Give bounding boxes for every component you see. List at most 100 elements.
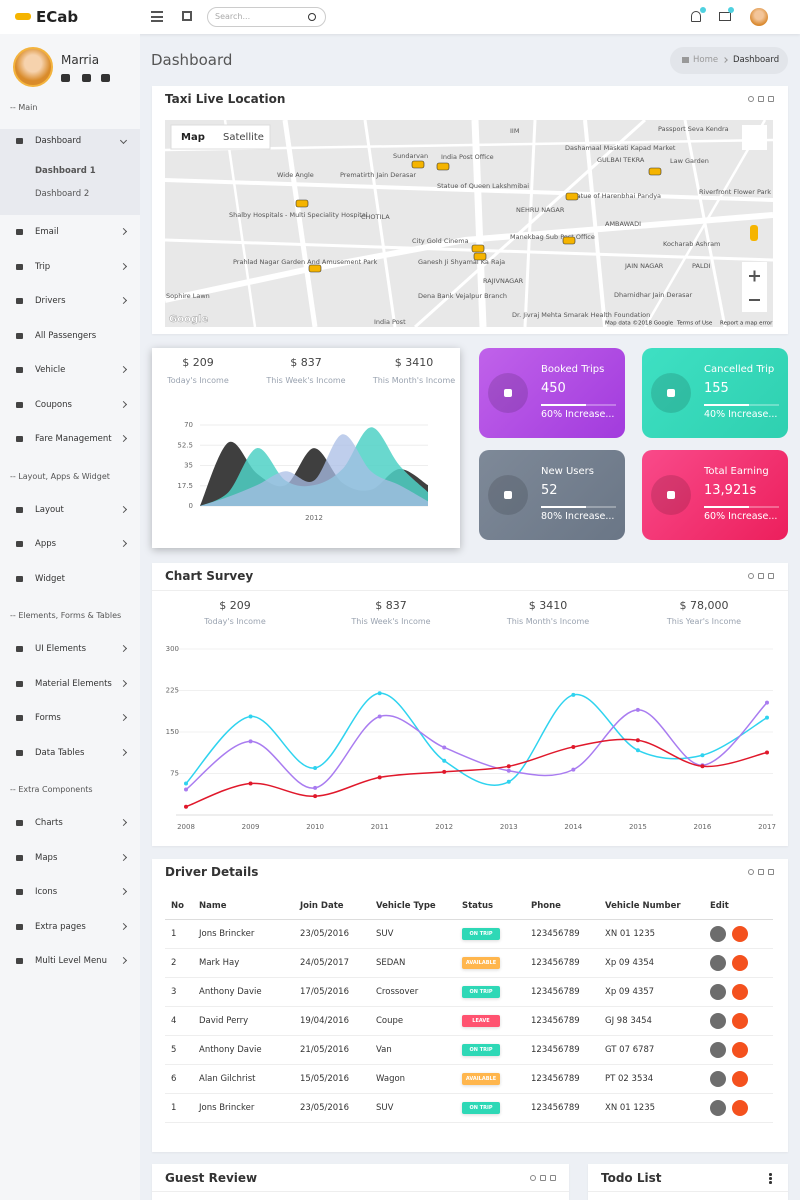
table-row-rule <box>165 948 773 949</box>
menu-item[interactable]: Material Elements <box>35 678 112 689</box>
delete-button[interactable] <box>732 1100 748 1116</box>
menu-icon <box>16 263 23 270</box>
menu-icon <box>16 820 23 826</box>
delete-button[interactable] <box>732 1013 748 1029</box>
table-cell: 123456789 <box>531 1103 580 1113</box>
menu-item[interactable]: Coupons <box>35 399 72 410</box>
card-control[interactable] <box>768 573 774 579</box>
edit-button[interactable] <box>710 1013 726 1029</box>
stat-card: Booked Trips 450 60% Increase... <box>479 348 625 438</box>
table-cell: Jons Brincker <box>199 929 255 939</box>
notification-icon[interactable] <box>691 11 701 22</box>
menu-item[interactable]: Icons <box>35 887 58 897</box>
card-control[interactable] <box>748 869 754 875</box>
menu-item[interactable]: Widget <box>35 573 65 584</box>
edit-button[interactable] <box>710 1100 726 1116</box>
stat-progress <box>541 506 586 508</box>
menu-item[interactable]: Multi Level Menu <box>35 956 107 966</box>
menu-item[interactable]: Drivers <box>35 296 66 306</box>
delete-button[interactable] <box>732 955 748 971</box>
menu-icon <box>16 138 23 144</box>
delete-button[interactable] <box>732 984 748 1000</box>
edit-button[interactable] <box>710 926 726 942</box>
card-title: Todo List <box>601 1171 662 1185</box>
search-icon[interactable] <box>308 13 316 21</box>
stat-note: 80% Increase... <box>541 511 615 522</box>
status-badge: ON TRIP <box>462 1102 500 1114</box>
menu-toggle[interactable] <box>151 11 163 22</box>
table-cell: 3 <box>171 987 177 997</box>
table-cell: Coupe <box>376 1016 404 1026</box>
menu-item[interactable]: Charts <box>35 818 63 828</box>
card-control[interactable] <box>758 869 764 875</box>
card-control[interactable] <box>768 96 774 102</box>
income-label: This Month's Income <box>506 617 590 626</box>
table-cell: Mark Hay <box>199 958 240 968</box>
submenu-item[interactable]: Dashboard 2 <box>35 189 90 199</box>
menu-icon <box>16 436 23 442</box>
menu-item[interactable]: Apps <box>35 539 57 549</box>
edit-button[interactable] <box>710 955 726 971</box>
breadcrumb-item[interactable]: Home <box>693 55 719 65</box>
menu-item[interactable]: Trip <box>35 261 51 272</box>
menu-item[interactable]: Maps <box>35 852 58 863</box>
menu-item[interactable]: Fare Management <box>35 434 112 444</box>
table-header: Edit <box>710 901 729 911</box>
income-value: $ 209 <box>219 599 251 612</box>
menu-item[interactable]: Vehicle <box>35 365 66 375</box>
delete-button[interactable] <box>732 1071 748 1087</box>
edit-button[interactable] <box>710 1042 726 1058</box>
breadcrumb: Home Dashboard <box>670 47 788 74</box>
card-divider <box>152 1191 569 1192</box>
edit-button[interactable] <box>710 984 726 1000</box>
menu-item[interactable]: Data Tables <box>35 747 85 758</box>
kebab-dot[interactable] <box>769 1181 772 1184</box>
menu-icon <box>16 298 23 304</box>
delete-button[interactable] <box>732 1042 748 1058</box>
fullscreen-toggle[interactable] <box>182 11 192 21</box>
menu-item[interactable]: Dashboard <box>35 136 82 146</box>
edit-button[interactable] <box>710 1071 726 1087</box>
table-row-rule <box>165 1035 773 1036</box>
stat-progress <box>704 506 749 508</box>
income-value: $ 3410 <box>394 356 434 369</box>
card-control[interactable] <box>530 1175 536 1181</box>
income-value: $ 3410 <box>528 599 568 612</box>
delete-button[interactable] <box>732 926 748 942</box>
profile-action[interactable] <box>101 74 110 82</box>
menu-active-group <box>0 129 140 215</box>
table-header: Vehicle Type <box>376 901 436 911</box>
income-label: This Month's Income <box>372 376 456 385</box>
status-text: ON TRIP <box>469 931 493 937</box>
card-control[interactable] <box>758 573 764 579</box>
menu-heading: -- Layout, Apps & Widget <box>10 471 110 481</box>
card-control[interactable] <box>768 869 774 875</box>
menu-item[interactable]: Email <box>35 227 59 237</box>
menu-item[interactable]: All Passengers <box>35 330 97 341</box>
card-control[interactable] <box>748 573 754 579</box>
kebab-dot[interactable] <box>769 1177 772 1180</box>
card-control[interactable] <box>758 96 764 102</box>
table-row-rule <box>165 977 773 978</box>
menu-item[interactable]: Layout <box>35 504 64 515</box>
card-control[interactable] <box>748 96 754 102</box>
submenu-item[interactable]: Dashboard 1 <box>35 166 96 176</box>
mail-icon[interactable] <box>719 12 731 21</box>
table-row-rule <box>165 1093 773 1094</box>
search-box[interactable]: Search... <box>207 7 326 27</box>
menu-item[interactable]: Extra pages <box>35 921 86 932</box>
stat-title: New Users <box>541 466 594 477</box>
menu-icon <box>16 680 23 687</box>
user-avatar[interactable] <box>750 8 768 26</box>
profile-action[interactable] <box>82 74 91 82</box>
status-text: AVAILABLE <box>465 1076 497 1082</box>
menu-item[interactable]: Forms <box>35 713 61 723</box>
profile-action[interactable] <box>61 74 70 82</box>
card-control[interactable] <box>550 1175 556 1181</box>
logo-icon <box>15 13 31 20</box>
table-cell: Anthony Davie <box>199 1045 262 1055</box>
kebab-dot[interactable] <box>769 1173 772 1176</box>
stat-note: 60% Increase... <box>541 409 615 420</box>
menu-item[interactable]: UI Elements <box>35 644 87 654</box>
card-control[interactable] <box>540 1175 546 1181</box>
